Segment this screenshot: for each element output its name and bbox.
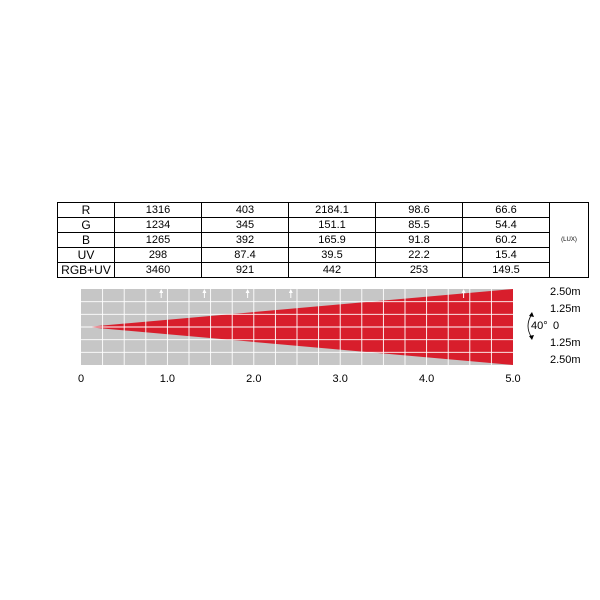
side-label-top-inner: 1.25m <box>550 303 581 315</box>
lux-value-cell: 60.2 <box>462 232 550 248</box>
angle-arrow-bottom-icon <box>529 335 534 340</box>
lux-table: R 1316 403 2184.1 98.6 66.6 (LUX) G 1234 345 151.1… <box>57 202 589 278</box>
lux-value-cell: 39.5 <box>288 247 376 263</box>
side-label-bottom-inner: 1.25m <box>550 337 581 349</box>
marker-arrow-icon <box>245 289 250 293</box>
side-labels: 2.50m 1.25m 0 1.25m 2.50m 40° <box>527 286 581 366</box>
lux-value-cell: 1234 <box>114 217 202 233</box>
beam-angle-label: 40° <box>531 320 548 332</box>
x-tick-label: 4.0 <box>419 373 434 385</box>
marker-arrow-icon <box>288 289 293 293</box>
side-label-center: 0 <box>553 320 559 332</box>
side-label-top-outer: 2.50m <box>550 286 581 298</box>
x-tick-label: 2.0 <box>246 373 261 385</box>
unit-label: (LUX) <box>549 202 589 278</box>
x-tick-label: 3.0 <box>333 373 348 385</box>
lux-value-cell: 3460 <box>114 262 202 278</box>
marker-arrow-icon <box>461 289 466 293</box>
lux-table-body: R 1316 403 2184.1 98.6 66.6 (LUX) G 1234 345 151.1… <box>57 202 589 278</box>
beam-layer: 0 1.0 2.0 3.0 4.0 5.0 <box>78 289 521 385</box>
lux-value-cell: 253 <box>375 262 463 278</box>
x-tick-label: 0 <box>78 373 84 385</box>
marker-arrow-icon <box>159 289 164 293</box>
lux-value-cell: 91.8 <box>375 232 463 248</box>
row-label: UV <box>57 247 115 263</box>
lux-value-cell: 1265 <box>114 232 202 248</box>
lux-value-cell: 149.5 <box>462 262 550 278</box>
lux-value-cell: 442 <box>288 262 376 278</box>
angle-arrow-top-icon <box>529 312 534 317</box>
lux-row: B 1265 392 165.9 91.8 60.2 <box>57 232 589 248</box>
side-label-bottom-outer: 2.50m <box>550 354 581 366</box>
marker-arrow-icon <box>202 289 207 293</box>
row-label: RGB+UV <box>57 262 115 278</box>
x-tick-label: 1.0 <box>160 373 175 385</box>
x-tick-label: 5.0 <box>505 373 520 385</box>
lux-row: RGB+UV 3460 921 442 253 149.5 <box>57 262 589 278</box>
